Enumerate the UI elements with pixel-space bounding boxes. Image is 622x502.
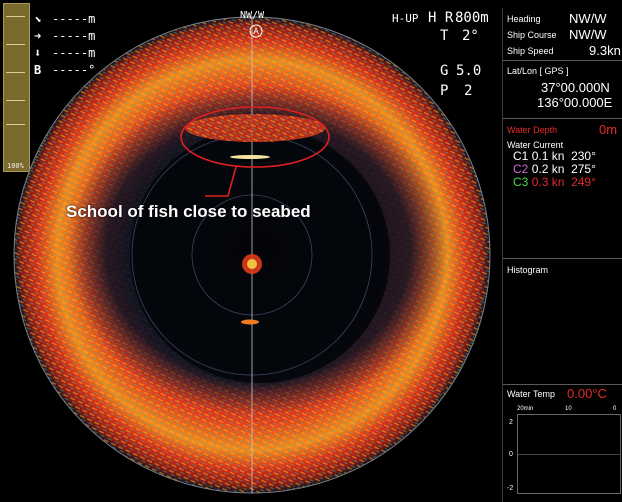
heading-marker-letter: A <box>253 27 259 36</box>
down-arrow-icon: ⬇ <box>34 46 42 60</box>
temp-graph <box>517 414 621 494</box>
hr-label: H R <box>428 10 454 26</box>
gain-label: G <box>440 63 449 79</box>
ship-course-label: Ship Course <box>507 30 557 40</box>
p-value: 2 <box>464 83 473 99</box>
temp-y-mid: 0 <box>509 451 513 458</box>
marker-unit: m <box>88 12 96 26</box>
heading-value: NW/W <box>569 11 607 26</box>
ship-speed-value: 9.3kn <box>589 43 621 58</box>
marker-row-1[interactable]: ⬊ -----m <box>34 12 95 26</box>
marker-unit: m <box>88 46 96 60</box>
marker-row-3[interactable]: ⬇ -----m <box>34 46 95 60</box>
sonar-display[interactable]: A NW/W <box>0 0 502 502</box>
current-row-c3: C3 0.3 kn 249° <box>513 176 596 189</box>
p-label: P <box>440 83 449 99</box>
range-value: 800m <box>455 10 489 26</box>
marker-row-2[interactable]: ➜ -----m <box>34 29 95 43</box>
ship-course-value: NW/W <box>569 27 607 42</box>
gain-level-bar[interactable]: 100% <box>3 3 30 172</box>
temp-y-bottom: -2 <box>507 485 514 492</box>
heading-label: Heading <box>507 14 541 24</box>
diagonal-arrow-icon: ⬊ <box>34 12 42 26</box>
current-c3-dir: 249° <box>571 175 596 189</box>
current-c2-speed: 0.2 kn <box>531 162 565 176</box>
display-mode: H-UP <box>392 12 419 25</box>
longitude-value: 136°00.000E <box>537 95 613 110</box>
heading-marker-label: NW/W <box>240 10 265 21</box>
marker-dashes: ----- <box>52 29 89 43</box>
gain-value: 5.0 <box>456 63 482 79</box>
current-c3-name: C3 <box>513 175 529 189</box>
histogram-box: Histogram <box>503 258 622 384</box>
temp-axis-right: 0 <box>613 406 617 412</box>
heading-marker-icon <box>249 24 263 38</box>
current-label: Water Current <box>507 140 564 150</box>
current-c2-name: C2 <box>513 162 529 176</box>
ship-speed-label: Ship Speed <box>507 46 554 56</box>
latitude-value: 37°00.000N <box>541 80 610 95</box>
ship-info-box: Heading NW/W Ship Course NW/W Ship Speed… <box>503 8 622 58</box>
marker-dashes: ----- <box>52 46 89 60</box>
marker-dashes: ----- <box>52 63 89 77</box>
marker-dashes: ----- <box>52 12 89 26</box>
annotation-leader <box>205 166 237 197</box>
own-ship-core <box>247 259 257 269</box>
current-c2-dir: 275° <box>571 162 596 176</box>
fish-echo-line <box>230 155 270 159</box>
latlon-label: Lat/Lon [ GPS ] <box>507 66 569 76</box>
annotation-circle <box>180 106 330 168</box>
temp-zero-line <box>518 454 620 455</box>
marker-row-4[interactable]: B -----° <box>34 63 95 77</box>
marker-unit: ° <box>88 63 96 77</box>
right-arrow-icon: ➜ <box>34 29 42 43</box>
water-temp-box: Water Temp 0.00°C 20min 10 0 2 0 -2 <box>503 384 622 502</box>
tilt-value: 2° <box>462 28 479 44</box>
current-list: C1 0.1 kn 230° C2 0.2 kn 275° C3 0.3 kn … <box>513 150 596 189</box>
temp-axis-left: 20min <box>517 406 534 412</box>
inner-water <box>130 127 390 383</box>
water-temp-label: Water Temp <box>507 389 556 399</box>
depth-value: 0m <box>599 122 618 137</box>
current-row-c1: C1 0.1 kn 230° <box>513 150 596 163</box>
current-c1-name: C1 <box>513 149 529 163</box>
marker-unit: m <box>88 29 96 43</box>
current-c1-dir: 230° <box>571 149 596 163</box>
annotation-text: School of fish close to seabed <box>66 202 311 221</box>
current-c1-speed: 0.1 kn <box>531 149 565 163</box>
temp-y-top: 2 <box>509 419 513 426</box>
water-temp-value: 0.00°C <box>567 386 607 401</box>
histogram-label: Histogram <box>507 265 549 275</box>
temp-axis-mid: 10 <box>565 406 572 412</box>
current-row-c2: C2 0.2 kn 275° <box>513 163 596 176</box>
position-box: Lat/Lon [ GPS ] 37°00.000N 136°00.000E <box>503 60 622 116</box>
gain-bar-label: 100% <box>7 162 24 170</box>
tilt-label: T <box>440 28 449 44</box>
depth-current-box: Water Depth 0m Water Current C1 0.1 kn 2… <box>503 118 622 258</box>
info-panel: Heading NW/W Ship Course NW/W Ship Speed… <box>502 8 622 502</box>
depth-label: Water Depth <box>507 125 558 135</box>
current-c3-speed: 0.3 kn <box>531 175 565 189</box>
bearing-label: B <box>34 63 42 77</box>
fish-school-texture <box>185 114 325 142</box>
small-target <box>241 319 259 325</box>
